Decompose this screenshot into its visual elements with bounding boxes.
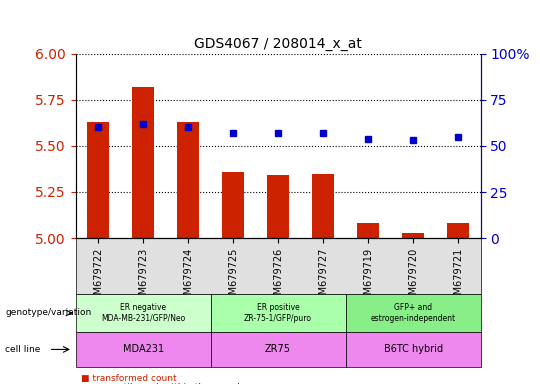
- Text: cell line: cell line: [5, 345, 41, 354]
- Bar: [267, 175, 289, 238]
- Title: GDS4067 / 208014_x_at: GDS4067 / 208014_x_at: [194, 37, 362, 51]
- Text: genotype/variation: genotype/variation: [5, 308, 92, 318]
- Bar: [132, 87, 154, 238]
- Text: B6TC hybrid: B6TC hybrid: [383, 344, 443, 354]
- Text: MDA231: MDA231: [123, 344, 164, 354]
- Bar: [402, 233, 424, 238]
- Bar: [357, 223, 380, 238]
- Bar: [87, 122, 109, 238]
- Text: ER positive
ZR-75-1/GFP/puro: ER positive ZR-75-1/GFP/puro: [244, 303, 312, 323]
- Text: ZR75: ZR75: [265, 344, 291, 354]
- Bar: [312, 174, 334, 238]
- Text: ■ percentile rank within the sample: ■ percentile rank within the sample: [81, 383, 246, 384]
- Text: ER negative
MDA-MB-231/GFP/Neo: ER negative MDA-MB-231/GFP/Neo: [101, 303, 185, 323]
- Bar: [447, 223, 469, 238]
- Bar: [177, 122, 199, 238]
- Text: GFP+ and
estrogen-independent: GFP+ and estrogen-independent: [370, 303, 456, 323]
- Bar: [222, 172, 245, 238]
- Text: ■ transformed count: ■ transformed count: [81, 374, 177, 383]
